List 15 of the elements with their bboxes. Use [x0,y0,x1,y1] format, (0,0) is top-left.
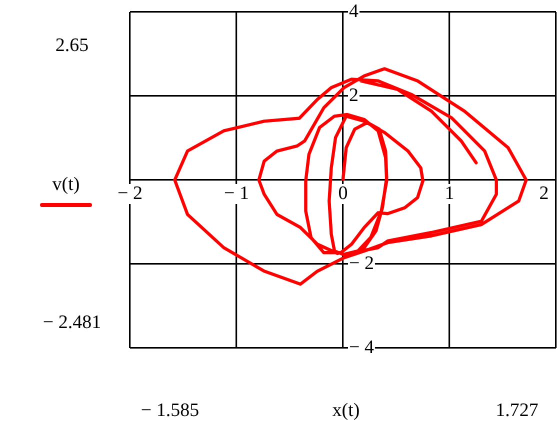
text: − 1.585 [140,400,200,422]
y-tick-label: 4 [349,0,359,22]
text: − 2.481 [42,312,102,334]
y-axis-title: v(t) [52,174,80,196]
x-tick-label: 1 [444,182,454,204]
x-axis-title: x(t) [332,400,360,422]
text: 2.65 [55,35,89,57]
x-tick-label: 2 [539,182,549,204]
y-tick-label: − 4 [349,336,374,358]
x-tick-label: 0 [338,182,348,204]
y-tick-label: 2 [349,84,358,106]
x-tick-label: − 2 [118,182,142,204]
x-tick-label: − 1 [224,182,249,204]
text: 1.727 [496,400,538,422]
y-tick-label: − 2 [349,252,374,274]
